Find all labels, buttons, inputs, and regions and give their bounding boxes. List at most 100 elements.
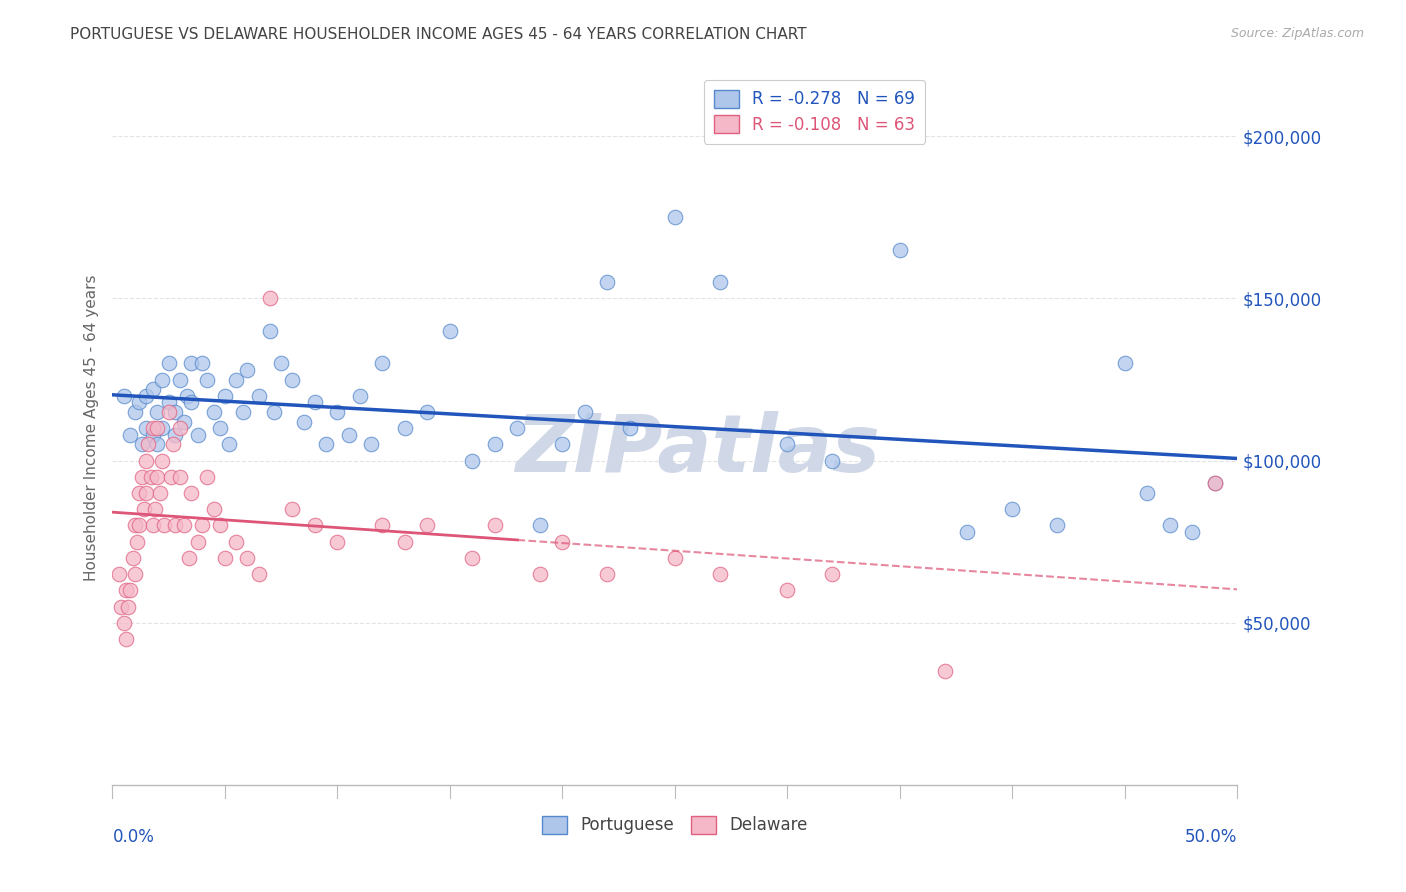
Point [149, 486, 172, 500]
Point [529, 567, 551, 582]
Point [165, 405, 187, 419]
Point [115, 632, 138, 646]
Point [202, 502, 225, 516]
Point [187, 534, 209, 549]
Point [821, 453, 844, 467]
Point [180, 395, 202, 409]
Point [135, 389, 157, 403]
Point [461, 453, 484, 467]
Point [416, 405, 439, 419]
Point [263, 405, 285, 419]
Point [326, 405, 349, 419]
Point [191, 518, 214, 533]
Point [214, 550, 236, 565]
Point [371, 518, 394, 533]
Point [821, 567, 844, 582]
Point [484, 437, 506, 451]
Point [139, 470, 162, 484]
Point [127, 534, 149, 549]
Point [120, 427, 142, 442]
Point [169, 421, 191, 435]
Point [209, 518, 232, 533]
Point [209, 421, 232, 435]
Y-axis label: Householder Income Ages 45 - 64 years: Householder Income Ages 45 - 64 years [83, 275, 98, 582]
Point [135, 421, 157, 435]
Point [664, 211, 686, 225]
Point [259, 292, 281, 306]
Point [191, 356, 214, 370]
Point [1114, 356, 1136, 370]
Point [1204, 476, 1226, 491]
Point [128, 518, 150, 533]
Point [180, 356, 202, 370]
Point [439, 324, 461, 338]
Text: Source: ZipAtlas.com: Source: ZipAtlas.com [1230, 27, 1364, 40]
Point [124, 518, 146, 533]
Text: ZIPatlas: ZIPatlas [515, 410, 880, 489]
Point [165, 427, 187, 442]
Point [1046, 518, 1069, 533]
Point [956, 524, 979, 539]
Point [596, 275, 619, 289]
Point [117, 599, 139, 614]
Point [1181, 524, 1204, 539]
Point [142, 421, 165, 435]
Point [160, 470, 183, 484]
Point [132, 502, 155, 516]
Point [176, 389, 198, 403]
Point [124, 567, 146, 582]
Point [574, 405, 596, 419]
Point [304, 518, 326, 533]
Point [142, 518, 165, 533]
Point [529, 518, 551, 533]
Point [214, 389, 236, 403]
Point [153, 518, 176, 533]
Point [484, 518, 506, 533]
Point [165, 518, 187, 533]
Point [112, 615, 135, 630]
Point [281, 372, 304, 386]
Point [281, 502, 304, 516]
Point [146, 470, 169, 484]
Point [326, 534, 349, 549]
Point [173, 518, 195, 533]
Point [337, 427, 360, 442]
Point [225, 372, 247, 386]
Point [115, 583, 138, 598]
Point [461, 550, 484, 565]
Point [236, 550, 259, 565]
Point [146, 405, 169, 419]
Point [1204, 476, 1226, 491]
Point [776, 437, 799, 451]
Point [1001, 502, 1024, 516]
Point [195, 470, 218, 484]
Point [889, 243, 911, 257]
Point [128, 395, 150, 409]
Point [394, 534, 416, 549]
Point [195, 372, 218, 386]
Text: 0.0%: 0.0% [112, 828, 155, 846]
Point [146, 421, 169, 435]
Point [292, 415, 315, 429]
Point [304, 395, 326, 409]
Point [551, 534, 574, 549]
Point [551, 437, 574, 451]
Point [142, 382, 165, 396]
Point [131, 437, 153, 451]
Point [315, 437, 337, 451]
Point [270, 356, 292, 370]
Point [187, 427, 209, 442]
Point [162, 437, 184, 451]
Point [416, 518, 439, 533]
Point [108, 567, 131, 582]
Point [1136, 486, 1159, 500]
Point [157, 395, 180, 409]
Point [232, 405, 254, 419]
Point [506, 421, 529, 435]
Point [394, 421, 416, 435]
Point [619, 421, 641, 435]
Point [259, 324, 281, 338]
Point [218, 437, 240, 451]
Point [225, 534, 247, 549]
Point [709, 275, 731, 289]
